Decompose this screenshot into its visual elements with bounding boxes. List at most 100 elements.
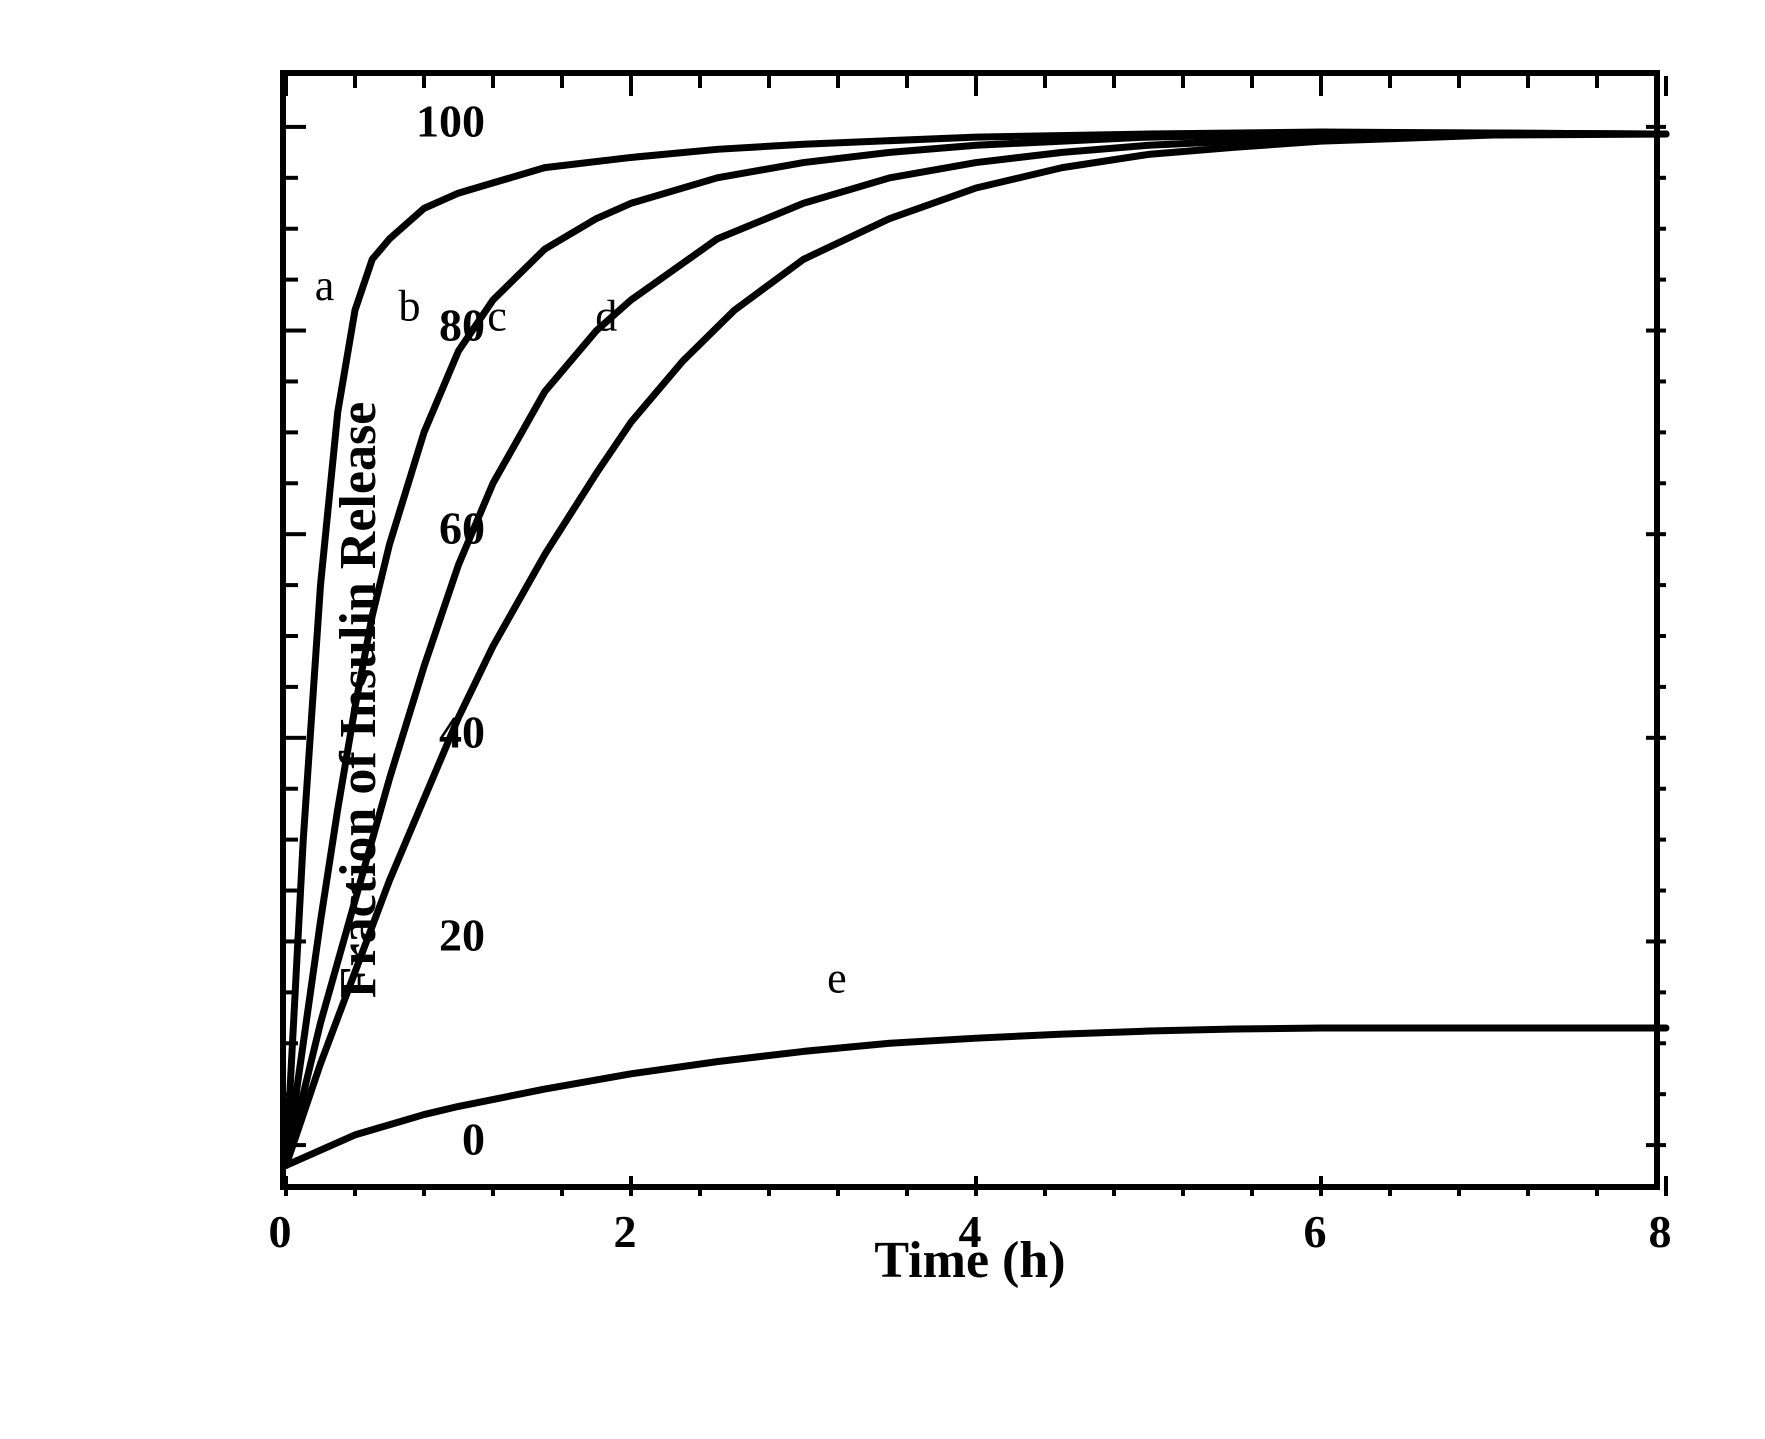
tick-mark [1646,125,1666,129]
tick-mark [1526,76,1530,88]
tick-mark [491,1184,495,1196]
tick-mark [1646,736,1666,740]
tick-mark [629,76,633,96]
tick-mark [1646,1143,1666,1147]
tick-mark [767,1184,771,1196]
tick-mark [286,532,306,536]
tick-mark [1250,76,1254,88]
series-d [286,134,1666,1165]
tick-mark [286,278,298,282]
x-tick-label: 2 [614,1205,637,1258]
tick-mark [286,838,298,842]
tick-mark [836,76,840,88]
tick-mark [284,76,288,96]
series-label-b: b [399,281,421,330]
tick-mark [286,481,298,485]
tick-mark [1319,1176,1323,1196]
tick-mark [1388,1184,1392,1196]
tick-mark [698,1184,702,1196]
tick-mark [1664,1176,1668,1196]
tick-mark [698,76,702,88]
tick-mark [286,1092,298,1096]
tick-mark [1388,76,1392,88]
tick-mark [1595,76,1599,88]
tick-mark [286,379,298,383]
tick-mark [1654,889,1666,893]
series-label-c: c [487,292,507,341]
chart-container: Fraction of Insulin Release abcde Time (… [100,50,1700,1350]
series-label-e: e [827,953,847,1002]
tick-mark [1181,76,1185,88]
tick-mark [286,125,306,129]
tick-mark [905,1184,909,1196]
tick-mark [1654,278,1666,282]
series-label-d: d [595,292,617,341]
tick-mark [286,176,298,180]
tick-mark [1654,1041,1666,1045]
tick-mark [974,76,978,96]
tick-mark [422,1184,426,1196]
tick-mark [284,1176,288,1196]
chart-svg: a b c d e [286,76,1654,1184]
tick-mark [286,990,298,994]
tick-mark [1664,76,1668,96]
series-label-a: a [315,261,335,310]
x-tick-label: 6 [1304,1205,1327,1258]
tick-mark [1654,838,1666,842]
tick-mark [286,1143,306,1147]
x-tick-label: 4 [959,1205,982,1258]
tick-mark [1654,379,1666,383]
tick-mark [1654,227,1666,231]
y-tick-label: 20 [439,909,485,962]
tick-mark [1654,583,1666,587]
tick-mark [286,583,298,587]
tick-mark [1043,76,1047,88]
y-tick-label: 80 [439,298,485,351]
tick-mark [286,1041,298,1045]
tick-mark [905,76,909,88]
tick-mark [1646,329,1666,333]
tick-mark [286,889,298,893]
series-e [286,1028,1666,1165]
tick-mark [1654,634,1666,638]
y-tick-label: 40 [439,705,485,758]
tick-mark [286,227,298,231]
tick-mark [560,1184,564,1196]
tick-mark [1457,76,1461,88]
y-tick-label: 100 [416,94,485,147]
tick-mark [836,1184,840,1196]
tick-mark [1654,787,1666,791]
tick-mark [286,787,298,791]
tick-mark [974,1176,978,1196]
tick-mark [1319,76,1323,96]
tick-mark [560,76,564,88]
tick-mark [286,329,306,333]
tick-mark [1112,76,1116,88]
x-tick-label: 0 [269,1205,292,1258]
tick-mark [1654,430,1666,434]
tick-mark [1250,1184,1254,1196]
tick-mark [1112,1184,1116,1196]
tick-mark [286,736,306,740]
tick-mark [286,430,298,434]
tick-mark [1646,939,1666,943]
tick-mark [1526,1184,1530,1196]
tick-mark [353,1184,357,1196]
y-tick-label: 60 [439,502,485,555]
tick-mark [1654,481,1666,485]
tick-mark [1654,1092,1666,1096]
tick-mark [1595,1184,1599,1196]
tick-mark [286,939,306,943]
tick-mark [286,634,298,638]
y-tick-label: 0 [462,1113,485,1166]
tick-mark [1654,990,1666,994]
tick-mark [1654,685,1666,689]
x-tick-label: 8 [1649,1205,1672,1258]
tick-mark [629,1176,633,1196]
tick-mark [353,76,357,88]
tick-mark [1181,1184,1185,1196]
tick-mark [1646,532,1666,536]
plot-area: a b c d e [280,70,1660,1190]
tick-mark [1457,1184,1461,1196]
tick-mark [491,76,495,88]
